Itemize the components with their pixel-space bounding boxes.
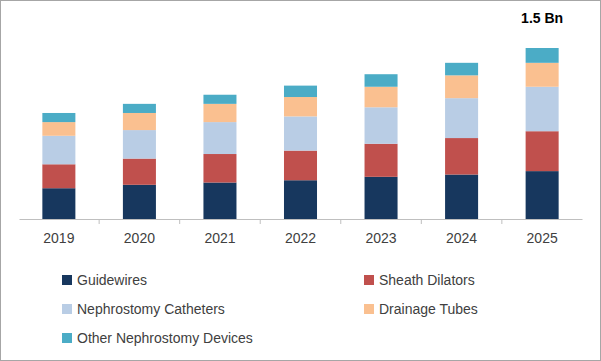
x-tick-label: 2024 <box>446 230 477 246</box>
x-axis: 2019 2020 2021 2022 2023 2024 2025 <box>20 219 583 246</box>
bar-segment <box>203 183 236 219</box>
bar-segment <box>42 188 75 219</box>
legend-label: Sheath Dilators <box>379 272 475 288</box>
bar-segment <box>365 87 398 108</box>
bar-segment <box>203 95 236 104</box>
bar-segment <box>42 136 75 165</box>
x-divider <box>421 219 422 224</box>
x-divider <box>99 219 100 224</box>
annotation: 1.5 Bn <box>521 10 563 26</box>
bar-segment <box>526 131 559 171</box>
bar-segment <box>365 74 398 87</box>
legend-swatch <box>62 275 72 285</box>
x-divider <box>179 219 180 224</box>
bar-segment <box>123 130 156 159</box>
legend-label: Guidewires <box>77 272 147 288</box>
bar-segment <box>445 138 478 174</box>
x-tick: 2022 <box>285 219 316 246</box>
x-tick: 2020 <box>124 219 155 246</box>
bar-segment <box>526 87 559 131</box>
bar-segment <box>445 63 478 76</box>
x-axis-line <box>20 219 583 220</box>
x-tick: 2023 <box>365 219 396 246</box>
legend-item: Nephrostomy Catheters <box>62 301 225 317</box>
chart: 2019 2020 2021 2022 2023 2024 2025 1.5 Bn Guidew… <box>0 0 601 361</box>
legend-label: Nephrostomy Catheters <box>77 301 225 317</box>
bar-segment <box>284 151 317 181</box>
legend-swatch <box>364 275 374 285</box>
bar-segment <box>526 48 559 63</box>
bar-segment <box>123 113 156 130</box>
bar-segment <box>203 154 236 183</box>
bar-segment <box>203 104 236 122</box>
bar-segment <box>445 75 478 98</box>
legend-item: Guidewires <box>62 272 147 288</box>
legend-swatch <box>62 333 72 343</box>
x-tick: 2019 <box>43 219 74 246</box>
x-tick-label: 2023 <box>365 230 396 246</box>
bar-segment <box>284 180 317 219</box>
legend-swatch <box>62 304 72 314</box>
x-tick-label: 2022 <box>285 230 316 246</box>
x-divider <box>260 219 261 224</box>
bar-segment <box>284 86 317 97</box>
legend-swatch <box>364 304 374 314</box>
bar-segment <box>42 113 75 122</box>
x-divider <box>501 219 502 224</box>
bar-segment <box>365 107 398 143</box>
legend: Guidewires Sheath Dilators Nephrostomy Cat… <box>62 272 478 346</box>
bar-segment <box>526 171 559 219</box>
x-divider <box>340 219 341 224</box>
x-tick: 2025 <box>527 219 558 246</box>
bar-segment <box>203 122 236 154</box>
x-tick: 2021 <box>204 219 235 246</box>
frame <box>1 1 601 361</box>
bar-segment <box>123 185 156 219</box>
legend-item: Drainage Tubes <box>364 301 478 317</box>
bar-segment <box>42 164 75 188</box>
legend-item: Sheath Dilators <box>364 272 475 288</box>
bar-segment <box>284 97 317 116</box>
bar-segment <box>42 122 75 136</box>
plot-area <box>42 48 558 219</box>
x-tick-label: 2021 <box>204 230 235 246</box>
legend-item: Other Nephrostomy Devices <box>62 330 253 346</box>
x-tick-label: 2019 <box>43 230 74 246</box>
bar-segment <box>445 98 478 138</box>
x-tick-label: 2020 <box>124 230 155 246</box>
bar-segment <box>526 63 559 87</box>
bar-segment <box>445 175 478 219</box>
x-tick-label: 2025 <box>527 230 558 246</box>
bar-segment <box>365 177 398 219</box>
bar-segment <box>123 159 156 185</box>
x-tick: 2024 <box>446 219 477 246</box>
bar-segment <box>284 116 317 150</box>
legend-label: Drainage Tubes <box>379 301 478 317</box>
bar-segment <box>365 144 398 177</box>
bar-segment <box>123 104 156 113</box>
legend-label: Other Nephrostomy Devices <box>77 330 253 346</box>
